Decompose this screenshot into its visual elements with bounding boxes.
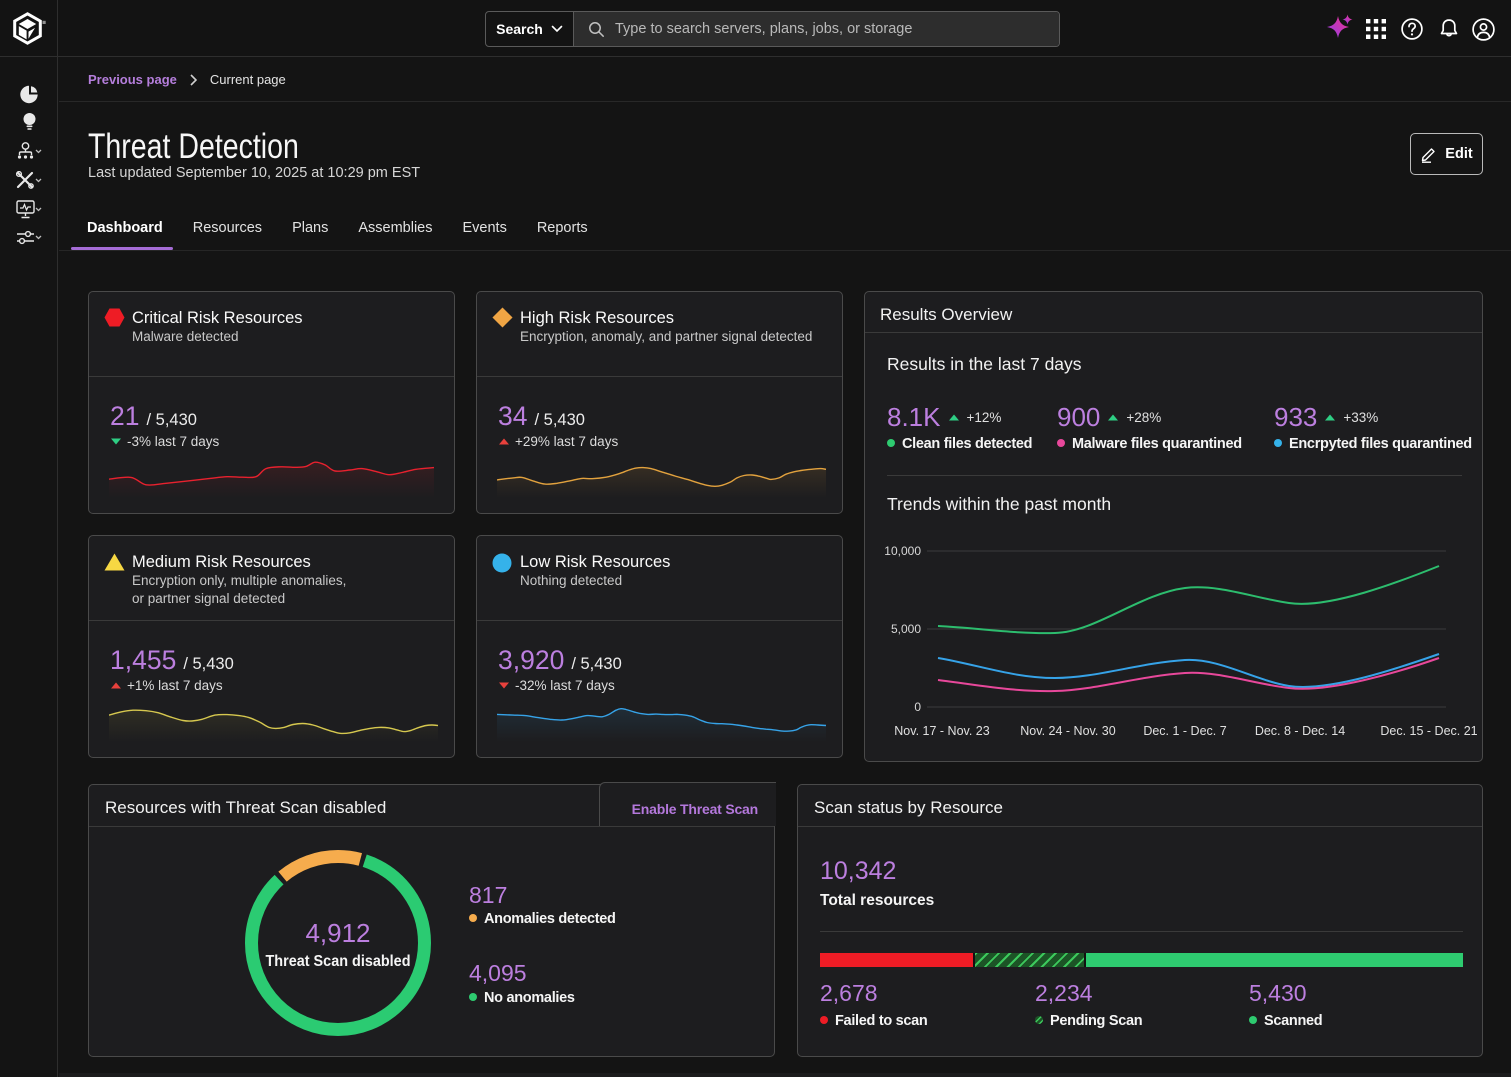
svg-text:Nov. 24 - Nov. 30: Nov. 24 - Nov. 30	[1020, 724, 1115, 738]
svg-text:Dec. 8 - Dec. 14: Dec. 8 - Dec. 14	[1255, 724, 1345, 738]
svg-text:Threat Scan disabled: Threat Scan disabled	[266, 953, 411, 970]
svg-text:4,912: 4,912	[305, 918, 370, 948]
svg-text:Dec. 1 - Dec. 7: Dec. 1 - Dec. 7	[1143, 724, 1226, 738]
svg-text:Dec. 15 - Dec. 21: Dec. 15 - Dec. 21	[1380, 724, 1477, 738]
svg-text:5,000: 5,000	[891, 622, 921, 636]
svg-text:0: 0	[914, 700, 921, 714]
svg-text:Nov. 17 - Nov. 23: Nov. 17 - Nov. 23	[894, 724, 989, 738]
svg-text:10,000: 10,000	[884, 544, 921, 558]
